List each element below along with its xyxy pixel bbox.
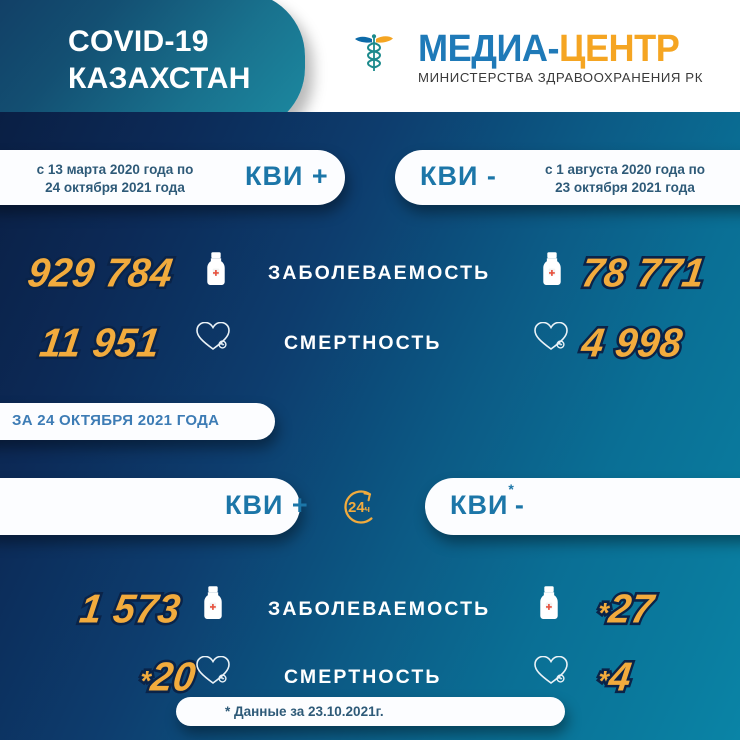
svg-text:24ч: 24ч <box>348 499 370 516</box>
